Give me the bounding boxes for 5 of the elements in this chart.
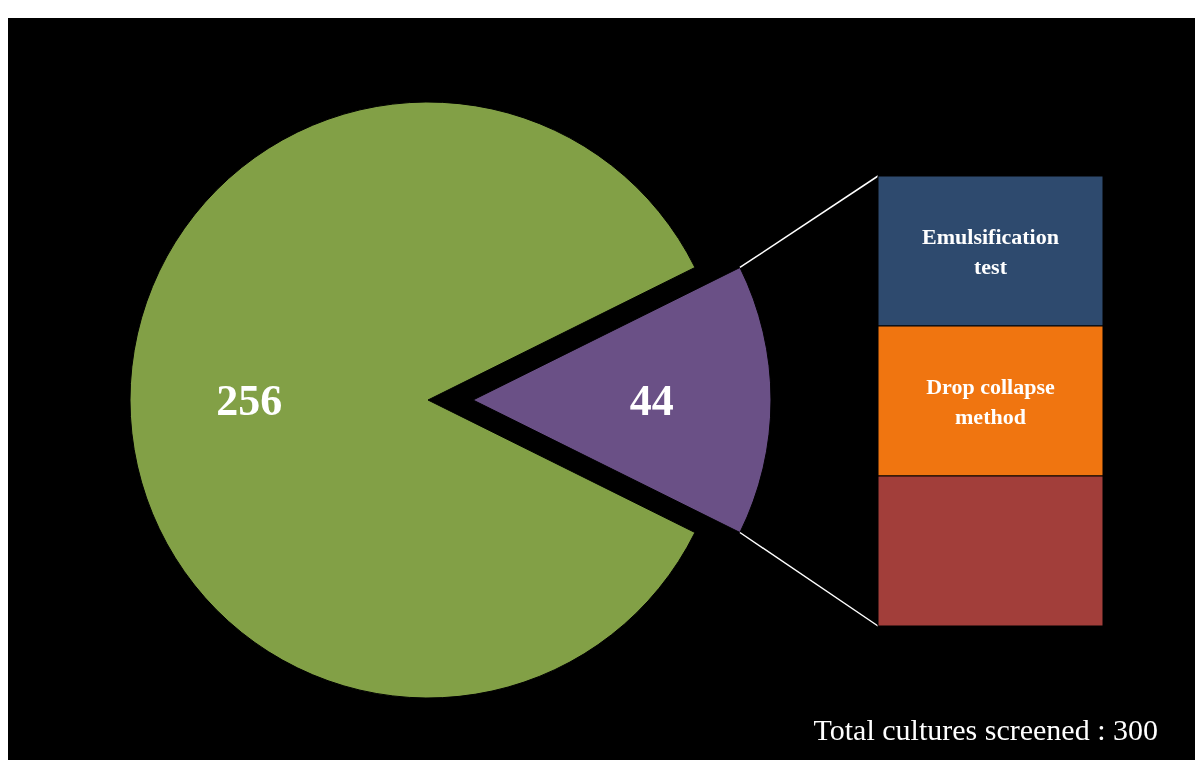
text: Total cultures screened : 300 [813,713,1158,746]
data-label: 44 [629,376,674,426]
category-label: Emulsification test [922,223,1059,279]
category-label: Drop collapse method [926,373,1055,429]
data-label: 256 [216,376,283,426]
